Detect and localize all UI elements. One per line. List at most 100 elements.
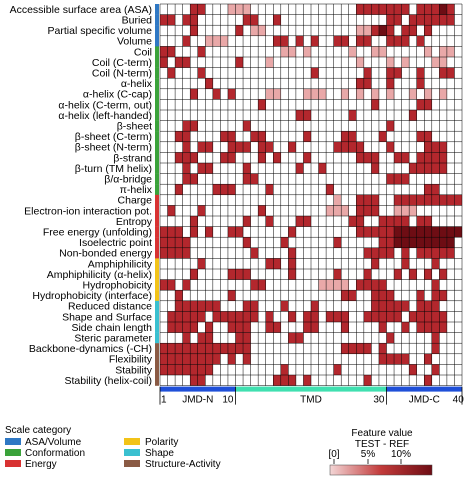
heatmap-cell [258,25,266,36]
x-tick-label: 1 [161,395,167,406]
heatmap-cell [190,322,198,333]
category-bar-structure-activity [155,375,159,386]
row-label: Partial specific volume [48,25,153,37]
heatmap-cell [409,364,417,375]
heatmap-cell [258,141,266,153]
heatmap-cell [386,78,395,89]
heatmap-cell [386,57,395,68]
colorbar: Feature value TEST - REF [0] 5% 10% [328,428,433,476]
heatmap-cell [378,279,387,291]
heatmap-cell [356,152,364,163]
segment-label: JMD-N [182,395,213,406]
heatmap-cell [220,152,228,163]
heatmap-cell [371,194,379,206]
heatmap-cell [303,110,311,121]
heatmap-cell [160,237,168,248]
category-bar-structure-activity [155,343,159,354]
heatmap-cell [182,141,191,153]
heatmap-cell [439,152,447,163]
category-bar-conformation [155,184,159,195]
heatmap-cell [378,216,387,227]
heatmap-cell [416,322,425,333]
heatmap-cell [197,375,206,386]
heatmap-cell [167,364,176,375]
heatmap-cell [333,237,342,248]
heatmap-cell [160,57,168,68]
row-label: Non-bonded energy [59,248,153,260]
heatmap-cell [363,205,372,216]
heatmap-cell [416,99,425,110]
heatmap-cell [401,216,410,227]
row-label: Flexibility [109,354,153,366]
heatmap-cell [431,237,440,248]
heatmap-cell [446,46,455,57]
heatmap-cell [235,269,244,280]
legend-item-structure-activity: Structure-Activity [124,459,221,470]
heatmap-cell [424,300,432,312]
heatmap-cell [416,35,425,47]
heatmap-cell [394,300,402,312]
heatmap-cell [394,205,402,216]
heatmap-cell [182,237,191,248]
row-label: Free energy (unfolding) [43,227,152,239]
heatmap-cell [416,237,425,248]
heatmap-cell [363,375,372,386]
heatmap-cell [190,4,198,15]
heatmap-cell [273,258,281,269]
heatmap-cell [205,141,213,153]
heatmap-cell [235,57,244,68]
heatmap-cell [311,67,319,79]
row-label: Hydrophobicity (interface) [32,290,152,302]
heatmap-cell [167,247,176,259]
heatmap-cell [333,194,342,206]
category-bar-energy [155,194,159,206]
heatmap-cell [273,88,281,100]
heatmap-cell [190,311,198,322]
heatmap-cell [401,205,410,216]
heatmap-cell [258,279,266,291]
heatmap-cell [190,173,198,185]
heatmap-cell [243,343,251,354]
category-bar-energy [155,205,159,217]
heatmap-cell [235,226,244,238]
heatmap-cell [363,247,372,259]
heatmap-cell [431,279,440,291]
category-bar-structure-activity [155,364,159,376]
heatmap-cell [288,141,296,153]
heatmap-cell [454,194,462,206]
heatmap-cell [401,226,410,238]
heatmap-cell [394,152,402,163]
heatmap-cell [243,141,251,153]
heatmap-cell [190,226,198,238]
heatmap-cell [160,226,168,238]
heatmap-cell [409,269,417,280]
heatmap-cell [386,4,395,15]
row-label: β-sheet (C-term) [75,131,152,143]
heatmap-cell [363,343,372,354]
heatmap-cell [439,247,447,259]
heatmap-cell [326,311,334,322]
heatmap-cell [431,163,440,174]
heatmap-cell [250,311,259,322]
heatmap-cell [167,237,176,248]
heatmap-cell [401,57,410,68]
heatmap-cell [356,25,364,36]
heatmap-cell [235,332,244,344]
heatmap-cell [424,216,432,227]
heatmap-cell [182,35,191,47]
heatmap-cell [197,343,206,354]
heatmap-cell [409,194,417,206]
row-label: Steric parameter [74,333,152,345]
heatmap-cell [220,184,228,195]
heatmap-cell [197,311,206,322]
heatmap-cell [212,311,221,322]
heatmap-cell [356,78,364,89]
heatmap-cell [409,25,417,36]
heatmap-cell [371,46,379,57]
heatmap-cell [386,35,395,47]
heatmap-cell [205,332,213,344]
heatmap-cell [401,173,410,185]
heatmap-cell [273,152,281,163]
category-bar-energy [155,237,159,248]
